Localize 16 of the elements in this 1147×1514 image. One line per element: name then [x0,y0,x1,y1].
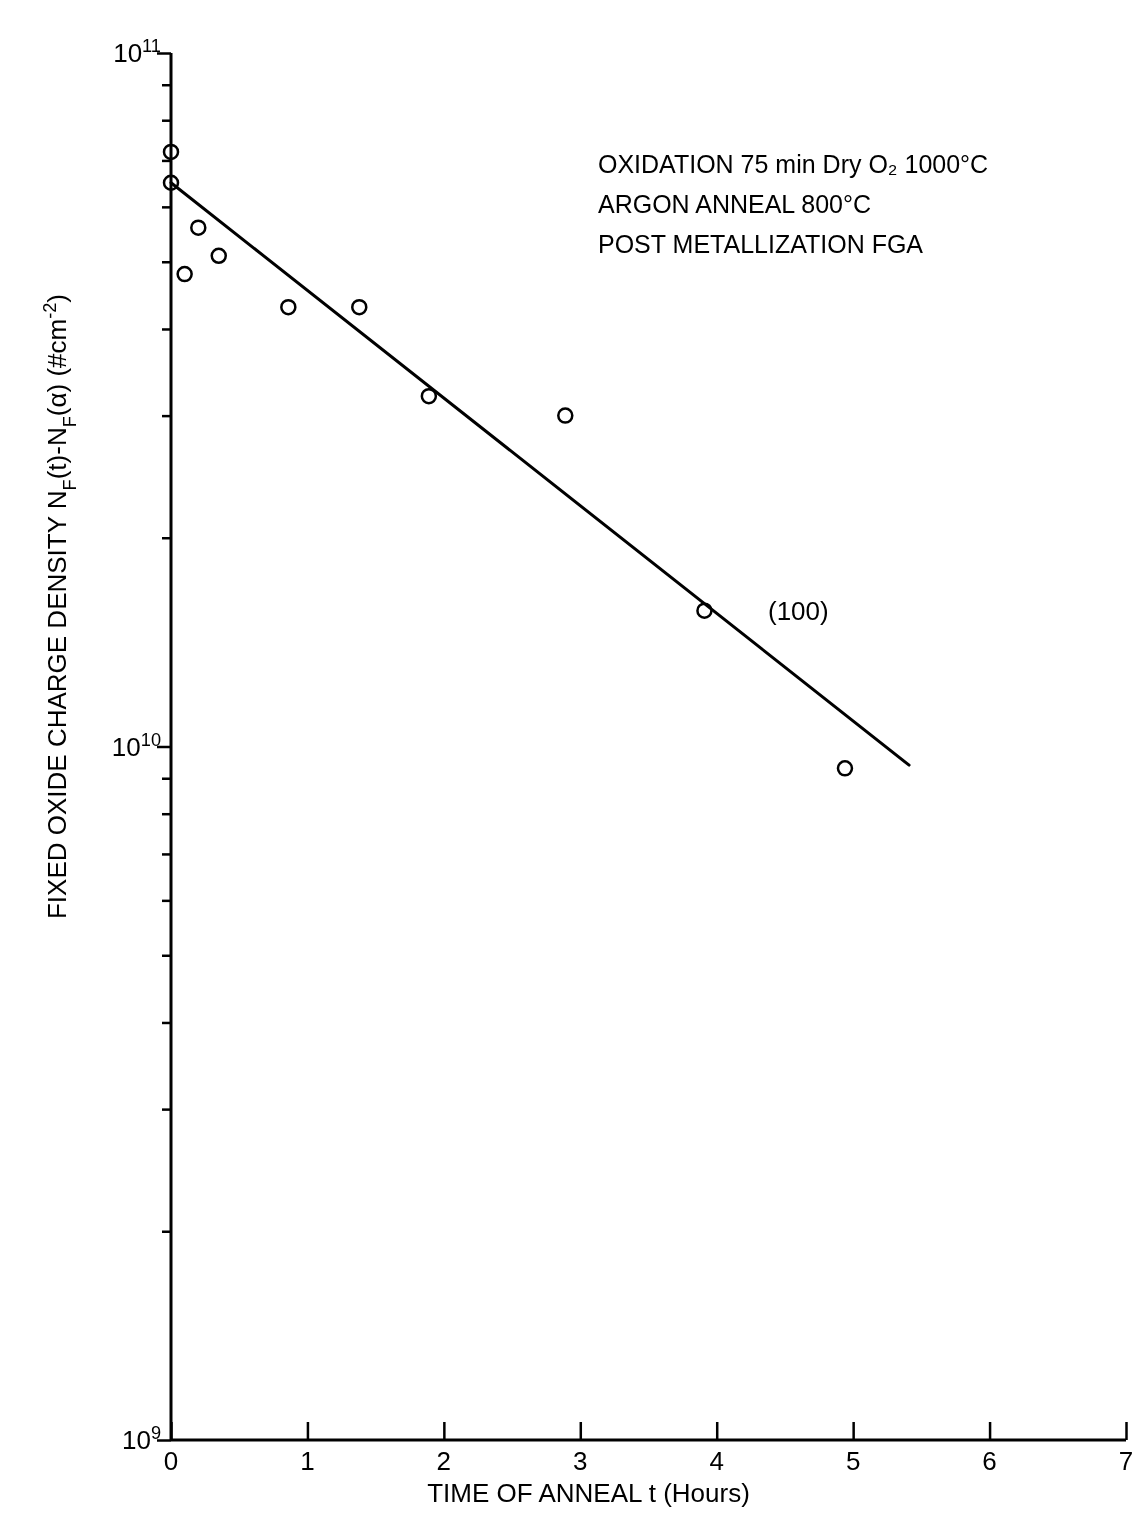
y-tick-label: 10$^{11}$ [113,36,161,68]
annotation: ARGON ANNEAL 800°C [598,190,872,218]
y-tick-label: 10$^{10}$ [111,729,161,762]
x-tick-label: 7 [1118,1446,1134,1476]
annotation: POST METALLIZATION FGA [598,230,924,258]
x-tick-label: 0 [163,1446,179,1476]
x-tick-label: 1 [300,1446,315,1476]
x-tick-label: 6 [982,1446,997,1476]
annotation: (100) [768,596,829,626]
x-tick-label: 3 [573,1446,588,1476]
x-tick-label: 2 [436,1446,452,1476]
x-tick-label: 4 [709,1446,724,1476]
x-tick-label: 5 [845,1446,861,1476]
y-tick-label: 10$^{9}$ [121,1423,161,1455]
annotation: OXIDATION 75 min Dry O₂ 1000°C [598,150,989,178]
x-axis-title: TIME OF ANNEAL t (Hours) [427,1478,750,1508]
